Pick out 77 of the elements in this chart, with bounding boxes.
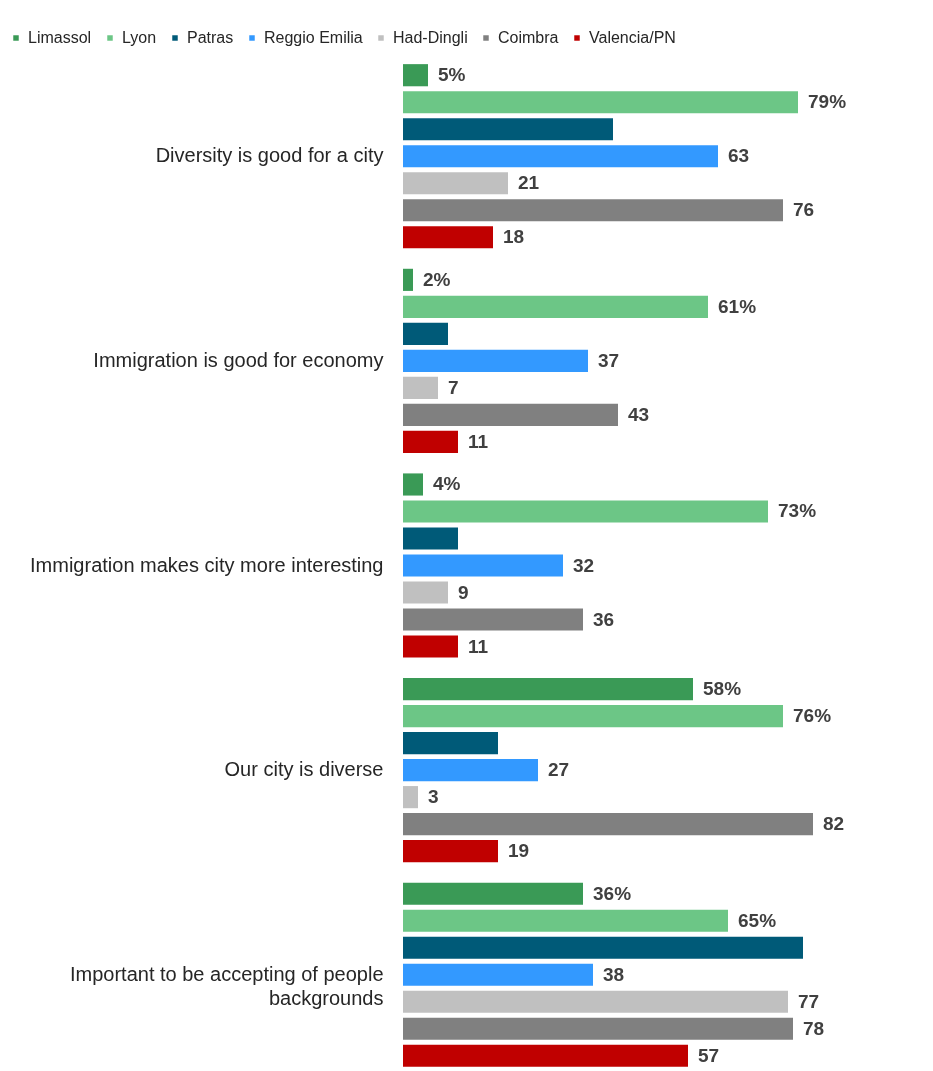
bar [403, 473, 423, 496]
bar [403, 268, 413, 291]
bar [403, 554, 563, 577]
legend-label: Had-Dingli [393, 29, 468, 46]
data-label: 9 [458, 581, 469, 603]
bar [403, 527, 458, 550]
data-label: 76% [793, 705, 832, 727]
data-label: 36% [593, 882, 632, 904]
bar [403, 759, 538, 782]
bar [403, 349, 588, 372]
data-label: 37 [598, 349, 620, 371]
bar [403, 172, 508, 195]
bar [403, 786, 418, 809]
data-label: 73% [778, 500, 817, 522]
y-tick-label: Important to be accepting of people backgrounds [69, 962, 384, 1009]
bar [403, 500, 768, 523]
data-label: 19 [508, 840, 530, 862]
data-label: 77 [798, 990, 820, 1012]
data-label: 2% [423, 268, 451, 290]
bar [403, 1044, 688, 1067]
bar [403, 963, 593, 986]
data-label: 43 [628, 403, 650, 425]
bar [403, 813, 813, 836]
data-label: 5% [438, 64, 466, 86]
bar [403, 678, 693, 701]
data-label: 76 [793, 199, 815, 221]
data-label: 78 [803, 1017, 825, 1039]
data-label: 61% [718, 295, 757, 317]
y-tick-label: Immigration makes city more interesting [30, 553, 384, 576]
data-label: 57 [698, 1044, 720, 1066]
bar [403, 145, 718, 168]
bar [403, 199, 783, 222]
data-label: 65% [738, 909, 777, 931]
data-label: 21 [518, 172, 540, 194]
bar [403, 376, 438, 399]
data-label: 38 [603, 963, 625, 985]
bar [403, 91, 798, 114]
legend-label: Valencia/PN [589, 29, 676, 46]
y-tick-label: Diversity is good for a city [155, 144, 384, 167]
bar [403, 882, 583, 905]
bar [403, 732, 498, 755]
data-label: 27 [548, 759, 570, 781]
bar [403, 936, 803, 959]
legend-label: Limassol [28, 29, 92, 46]
data-label: 3 [428, 786, 439, 808]
data-label: 11 [468, 635, 489, 657]
bar [403, 840, 498, 863]
data-label: 7 [448, 376, 459, 398]
legend-label: Patras [187, 29, 234, 46]
data-label: 58% [703, 678, 742, 700]
data-label: 18 [503, 226, 525, 248]
bar [403, 705, 783, 728]
y-tick-label: Immigration is good for economy [93, 348, 384, 371]
data-label: 79% [808, 91, 847, 113]
bar [403, 322, 448, 345]
legend-label: Reggio Emilia [264, 29, 363, 46]
y-tick-label: Our city is diverse [224, 758, 384, 781]
bar [403, 1017, 793, 1040]
data-label: 63 [728, 145, 750, 167]
data-label: 36 [593, 608, 615, 630]
legend-label: Coimbra [498, 29, 559, 46]
data-label: 82 [823, 813, 845, 835]
bar [403, 909, 728, 932]
bar [403, 295, 708, 318]
data-label: 32 [573, 554, 595, 576]
bar [403, 608, 583, 631]
bar [403, 581, 448, 604]
bar [403, 990, 788, 1013]
legend-label: Lyon [122, 29, 157, 46]
data-label: 11 [468, 430, 489, 452]
bar [403, 430, 458, 453]
bar [403, 635, 458, 658]
bar [403, 226, 493, 249]
data-label: 4% [433, 473, 461, 495]
bar [403, 118, 613, 141]
bar [403, 403, 618, 426]
bar [403, 64, 428, 87]
